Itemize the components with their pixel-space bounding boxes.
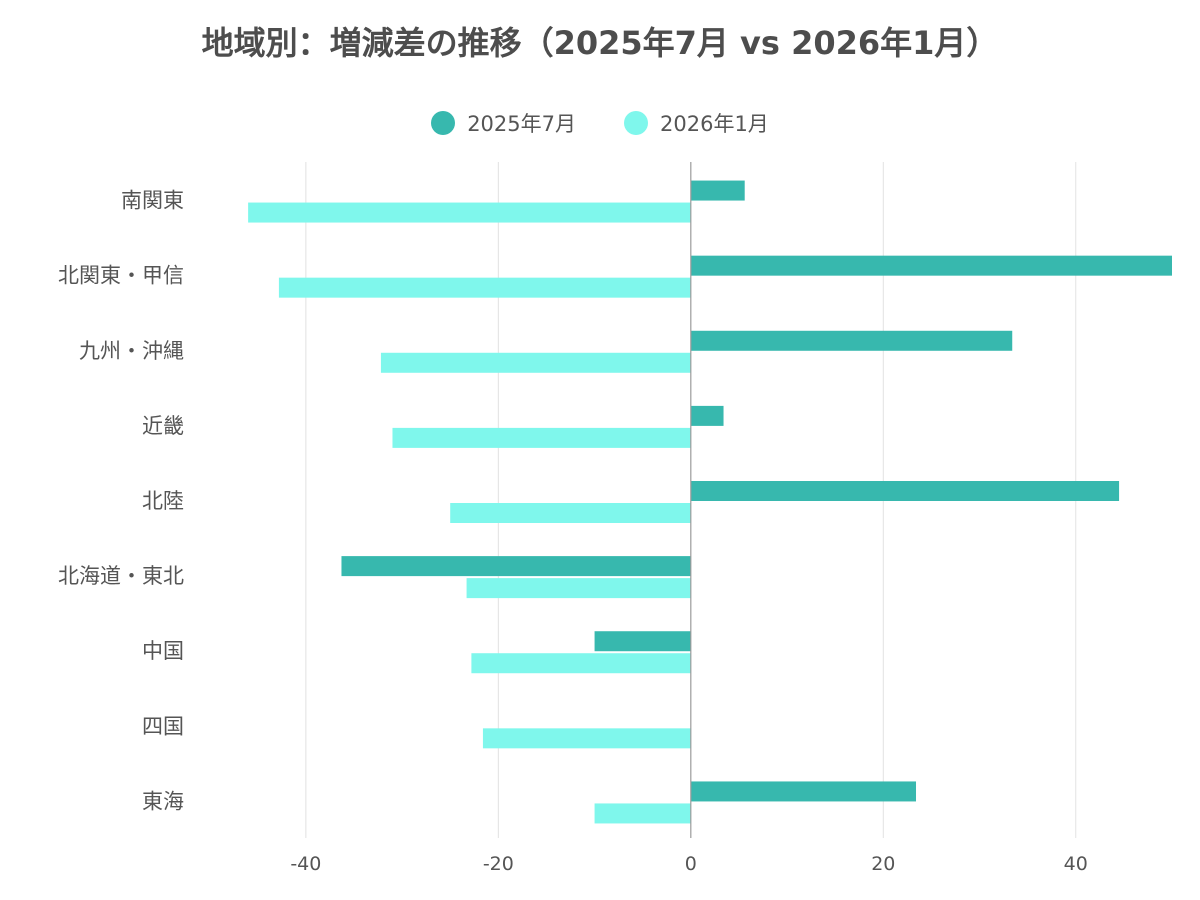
bar-1 xyxy=(690,180,745,201)
bar-2 xyxy=(450,503,691,523)
bar-2 xyxy=(482,728,691,749)
chart-title: 地域別：増減差の推移（2025年7月 vs 2026年1月） xyxy=(201,24,999,62)
bar-2 xyxy=(471,653,691,674)
bar-1 xyxy=(690,405,724,426)
legend-swatch-series-2 xyxy=(624,111,648,135)
category-label: 北陸 xyxy=(142,489,184,513)
category-label: 東海 xyxy=(142,789,184,813)
bar-2 xyxy=(392,427,691,448)
bars xyxy=(248,180,1172,824)
x-tick-label: -40 xyxy=(290,853,321,875)
legend-label-series-2: 2026年1月 xyxy=(660,112,769,136)
bar-2 xyxy=(278,277,691,298)
category-label: 南関東 xyxy=(121,189,184,213)
legend-item-series-2: 2026年1月 xyxy=(624,108,769,138)
bar-1 xyxy=(594,631,691,652)
bar-2 xyxy=(466,578,691,599)
bar-1 xyxy=(690,781,917,802)
bar-2 xyxy=(380,352,691,373)
bar-2 xyxy=(248,202,691,223)
bar-1 xyxy=(690,330,1013,351)
x-tick-label: 40 xyxy=(1064,853,1088,875)
labels: -40 -20 0 20 40 南関東北関東・甲信九州・沖縄近畿北陸北海道・東北中国四国東… xyxy=(58,189,1088,875)
legend-swatch-series-1 xyxy=(431,111,456,135)
x-tick-label: -20 xyxy=(483,853,514,875)
category-label: 近畿 xyxy=(142,414,184,438)
legend-label-series-1: 2025年7月 xyxy=(467,112,576,136)
category-label: 九州・沖縄 xyxy=(79,339,184,363)
bar-1 xyxy=(341,556,691,577)
legend: 2025年7月 2026年1月 xyxy=(0,108,1200,138)
category-label: 四国 xyxy=(142,714,184,738)
legend-item-series-1: 2025年7月 xyxy=(431,108,576,138)
x-tick-label: 20 xyxy=(871,853,895,875)
category-label: 中国 xyxy=(142,639,184,663)
bar-1 xyxy=(690,255,1172,276)
bar-2 xyxy=(594,803,691,824)
category-label: 北海道・東北 xyxy=(58,564,184,588)
bar-1 xyxy=(690,481,1120,501)
x-tick-label: 0 xyxy=(685,853,697,875)
category-label: 北関東・甲信 xyxy=(58,264,184,288)
